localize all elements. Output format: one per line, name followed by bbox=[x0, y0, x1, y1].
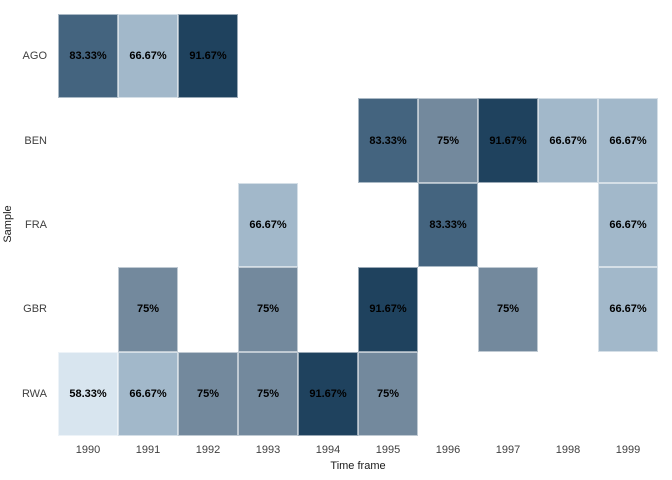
x-tick-label: 1996 bbox=[435, 444, 461, 456]
x-tick-label: 1999 bbox=[615, 444, 641, 456]
heatmap-cell: 66.67% bbox=[598, 182, 658, 268]
cell-value-label: 75% bbox=[496, 303, 520, 316]
cell-value-label: 66.67% bbox=[249, 218, 287, 231]
cell-value-label: 75% bbox=[436, 134, 460, 147]
heatmap-cell: 91.67% bbox=[178, 14, 238, 99]
x-axis-title: Time frame bbox=[330, 460, 386, 472]
heatmap-cell: 83.33% bbox=[58, 14, 118, 99]
x-tick-label: 1995 bbox=[375, 444, 401, 456]
x-tick-label: 1992 bbox=[195, 444, 221, 456]
y-tick-label: FRA bbox=[25, 219, 47, 231]
cell-value-label: 91.67% bbox=[489, 134, 527, 147]
x-tick-label: 1998 bbox=[555, 444, 581, 456]
heatmap-cell: 66.67% bbox=[598, 267, 658, 352]
cell-value-label: 91.67% bbox=[189, 50, 227, 63]
cell-value-label: 58.33% bbox=[69, 387, 107, 400]
cell-value-label: 66.67% bbox=[609, 218, 647, 231]
x-tick-label: 1993 bbox=[255, 444, 281, 456]
cell-value-label: 83.33% bbox=[69, 50, 107, 63]
y-tick-label: GBR bbox=[23, 303, 47, 316]
x-tick-label: 1997 bbox=[495, 444, 521, 456]
cell-value-label: 91.67% bbox=[309, 387, 347, 400]
heatmap-cell: 66.67% bbox=[598, 98, 658, 183]
heatmap-cell: 58.33% bbox=[58, 351, 118, 436]
heatmap-cell: 75% bbox=[358, 351, 418, 436]
heatmap-cell: 75% bbox=[478, 267, 538, 352]
heatmap-cell: 66.67% bbox=[538, 98, 598, 183]
heatmap-cell: 75% bbox=[118, 267, 178, 352]
cell-value-label: 66.67% bbox=[129, 387, 167, 400]
cell-value-label: 91.67% bbox=[369, 303, 407, 316]
heatmap-cell: 91.67% bbox=[358, 267, 418, 352]
cell-value-label: 66.67% bbox=[549, 134, 587, 147]
heatmap-cell: 66.67% bbox=[238, 182, 298, 268]
cell-value-label: 66.67% bbox=[129, 50, 167, 63]
heatmap-cell: 75% bbox=[178, 351, 238, 436]
heatmap-cell: 66.67% bbox=[118, 351, 178, 436]
cell-value-label: 75% bbox=[196, 387, 220, 400]
heatmap-cell: 75% bbox=[418, 98, 478, 183]
x-tick-label: 1994 bbox=[315, 444, 341, 456]
heatmap-cell: 66.67% bbox=[118, 14, 178, 99]
cell-value-label: 83.33% bbox=[369, 134, 407, 147]
heatmap-cell: 91.67% bbox=[298, 351, 358, 436]
cell-value-label: 66.67% bbox=[609, 134, 647, 147]
y-tick-label: AGO bbox=[22, 50, 47, 63]
cell-value-label: 75% bbox=[256, 387, 280, 400]
x-tick-label: 1990 bbox=[75, 444, 101, 456]
heatmap-cell: 75% bbox=[238, 267, 298, 352]
heatmap-cell: 83.33% bbox=[358, 98, 418, 183]
cell-value-label: 83.33% bbox=[429, 218, 467, 231]
cell-value-label: 75% bbox=[256, 303, 280, 316]
x-tick-label: 1991 bbox=[135, 444, 161, 456]
cell-value-label: 75% bbox=[376, 387, 400, 400]
heatmap-cell: 75% bbox=[238, 351, 298, 436]
y-tick-label: RWA bbox=[21, 387, 47, 400]
heatmap-cell: 91.67% bbox=[478, 98, 538, 183]
heatmap-cell: 83.33% bbox=[418, 182, 478, 268]
cell-value-label: 75% bbox=[136, 303, 160, 316]
cell-value-label: 66.67% bbox=[609, 303, 647, 316]
y-tick-label: BEN bbox=[24, 134, 47, 147]
